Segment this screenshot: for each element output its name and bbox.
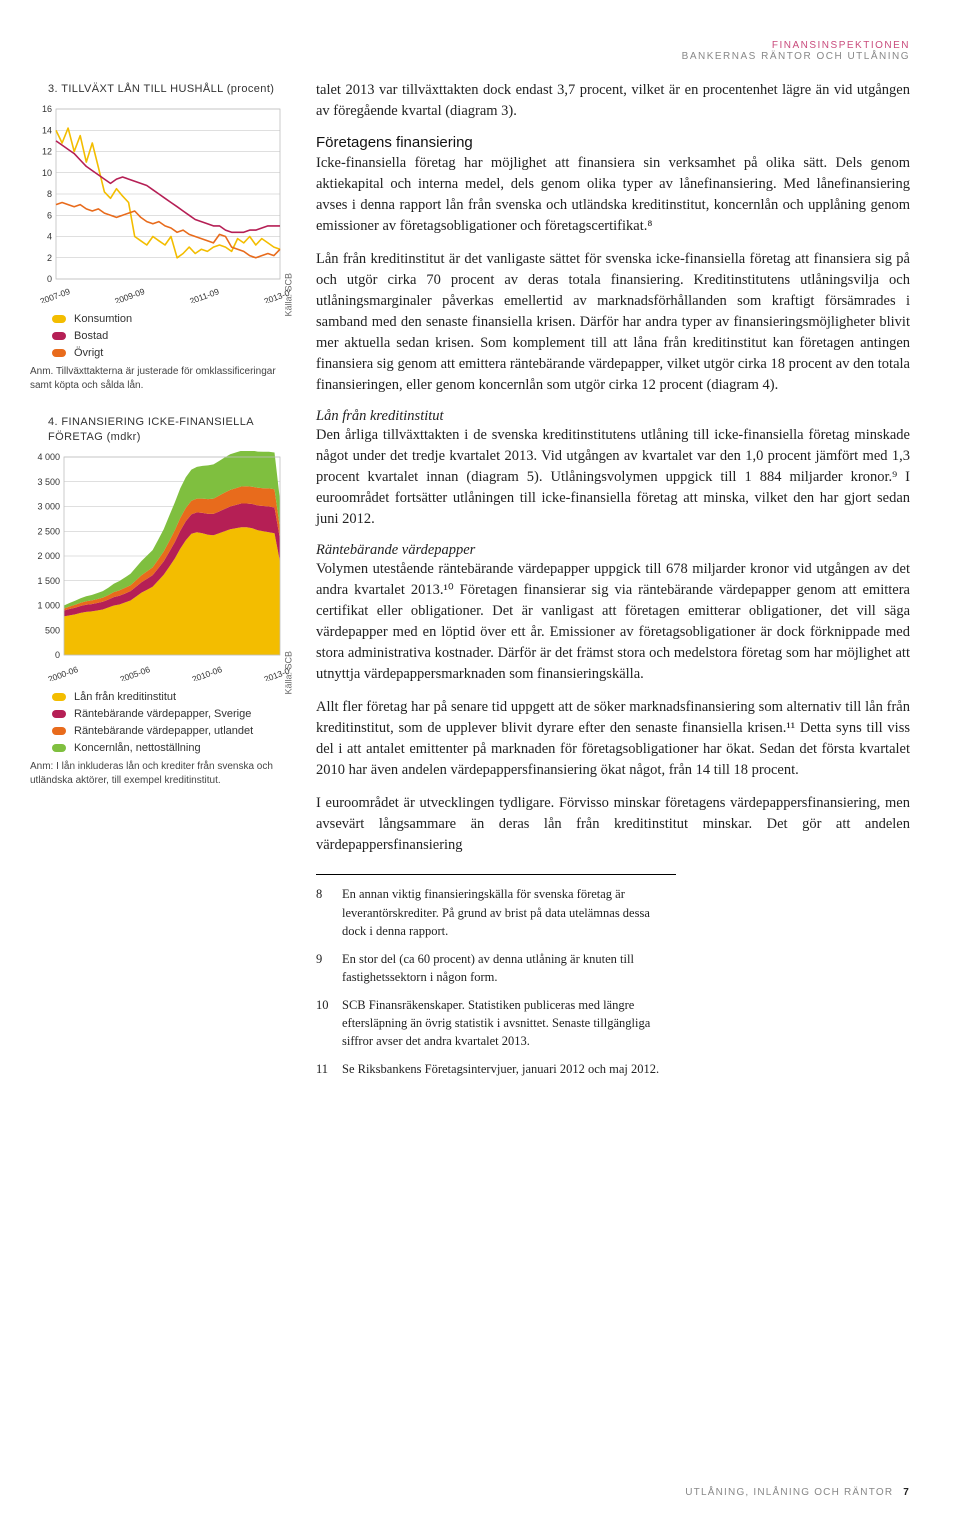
footer-pagenum: 7	[903, 1487, 910, 1498]
subhead-italic-2: Räntebärande värdepapper	[316, 542, 910, 559]
legend-swatch	[52, 349, 66, 357]
chart3: 02468101214162007-092009-092011-092013-0…	[30, 103, 290, 303]
chart4: 0 500 1 000 1 500 2 000 2 500 3 000 3 500 4 000 2…	[30, 451, 290, 681]
legend-label: Räntebärande värdepapper, Sverige	[74, 708, 251, 720]
subhead-italic-1: Lån från kreditinstitut	[316, 408, 910, 425]
svg-text:10: 10	[42, 168, 52, 178]
legend-label: Räntebärande värdepapper, utlandet	[74, 725, 253, 737]
svg-text:2 500: 2 500	[37, 526, 60, 536]
chart3-legend: Konsumtion Bostad Övrigt	[52, 313, 290, 359]
legend-item: Övrigt	[52, 347, 290, 359]
para-7: I euroområdet är utvecklingen tydligare.…	[316, 793, 910, 856]
svg-text:2010-06: 2010-06	[191, 664, 224, 681]
legend-swatch	[52, 710, 66, 718]
chart3-source: Källa: SCB	[284, 273, 294, 317]
legend-label: Bostad	[74, 330, 108, 342]
svg-text:8: 8	[47, 189, 52, 199]
svg-text:2: 2	[47, 253, 52, 263]
legend-item: Lån från kreditinstitut	[52, 691, 290, 703]
svg-text:0: 0	[47, 274, 52, 284]
footnotes: 8En annan viktig finansieringskälla för …	[316, 874, 676, 1078]
para-4: Den årliga tillväxttakten i de svenska k…	[316, 425, 910, 530]
body-text: talet 2013 var tillväxttakten dock endas…	[316, 80, 910, 1477]
page-header: FINANSINSPEKTIONEN BANKERNAS RÄNTOR OCH …	[30, 40, 910, 62]
legend-swatch	[52, 744, 66, 752]
fn-num: 9	[316, 950, 334, 986]
chart4-title: 4. FINANSIERING ICKE-FINANSIELLA FÖRETAG…	[48, 415, 290, 445]
svg-text:16: 16	[42, 104, 52, 114]
chart3-title: 3. TILLVÄXT LÅN TILL HUSHÅLL (procent)	[48, 82, 290, 97]
svg-text:2000-06: 2000-06	[47, 664, 80, 681]
footer-section: UTLÅNING, INLÅNING OCH RÄNTOR	[685, 1487, 893, 1498]
chart3-note: Anm. Tillväxttakterna är justerade för o…	[30, 365, 290, 393]
svg-text:500: 500	[45, 625, 60, 635]
svg-text:2005-06: 2005-06	[119, 664, 152, 681]
svg-text:14: 14	[42, 125, 52, 135]
svg-text:2009-09: 2009-09	[113, 286, 146, 303]
legend-label: Koncernlån, nettoställning	[74, 742, 201, 754]
legend-item: Konsumtion	[52, 313, 290, 325]
para-6: Allt fler företag har på senare tid uppg…	[316, 697, 910, 781]
legend-label: Lån från kreditinstitut	[74, 691, 176, 703]
fn-8: En annan viktig finansieringskälla för s…	[342, 885, 676, 939]
para-3: Lån från kreditinstitut är det vanligast…	[316, 249, 910, 396]
svg-text:2 000: 2 000	[37, 551, 60, 561]
svg-text:3 000: 3 000	[37, 501, 60, 511]
svg-text:1 500: 1 500	[37, 575, 60, 585]
svg-text:1 000: 1 000	[37, 600, 60, 610]
svg-text:6: 6	[47, 210, 52, 220]
page-footer: UTLÅNING, INLÅNING OCH RÄNTOR 7	[30, 1477, 910, 1498]
legend-swatch	[52, 693, 66, 701]
svg-text:4 000: 4 000	[37, 452, 60, 462]
fn-num: 8	[316, 885, 334, 939]
legend-swatch	[52, 332, 66, 340]
header-title: BANKERNAS RÄNTOR OCH UTLÅNING	[30, 51, 910, 62]
fn-10: SCB Finansräkenskaper. Statistiken publi…	[342, 996, 676, 1050]
para-5: Volymen utestående räntebärande värdepap…	[316, 559, 910, 685]
para-1: talet 2013 var tillväxttakten dock endas…	[316, 80, 910, 122]
legend-item: Räntebärande värdepapper, Sverige	[52, 708, 290, 720]
fn-num: 10	[316, 996, 334, 1050]
header-org: FINANSINSPEKTIONEN	[30, 40, 910, 51]
chart4-note: Anm: I lån inkluderas lån och krediter f…	[30, 760, 290, 788]
chart4-source: Källa: SCB	[284, 651, 294, 695]
svg-text:2011-09: 2011-09	[188, 286, 220, 303]
svg-text:2007-09: 2007-09	[39, 286, 72, 303]
svg-text:3 500: 3 500	[37, 476, 60, 486]
svg-text:12: 12	[42, 146, 52, 156]
subhead-1: Företagens finansiering	[316, 134, 910, 151]
svg-text:0: 0	[55, 650, 60, 660]
legend-item: Bostad	[52, 330, 290, 342]
fn-num: 11	[316, 1060, 334, 1078]
legend-label: Övrigt	[74, 347, 103, 359]
legend-item: Räntebärande värdepapper, utlandet	[52, 725, 290, 737]
fn-9: En stor del (ca 60 procent) av denna utl…	[342, 950, 676, 986]
svg-text:4: 4	[47, 231, 52, 241]
legend-label: Konsumtion	[74, 313, 132, 325]
legend-swatch	[52, 315, 66, 323]
legend-swatch	[52, 727, 66, 735]
legend-item: Koncernlån, nettoställning	[52, 742, 290, 754]
para-2: Icke-finansiella företag har möjlighet a…	[316, 153, 910, 237]
chart4-legend: Lån från kreditinstitut Räntebärande värd…	[52, 691, 290, 754]
fn-11: Se Riksbankens Företagsintervjuer, janua…	[342, 1060, 659, 1078]
